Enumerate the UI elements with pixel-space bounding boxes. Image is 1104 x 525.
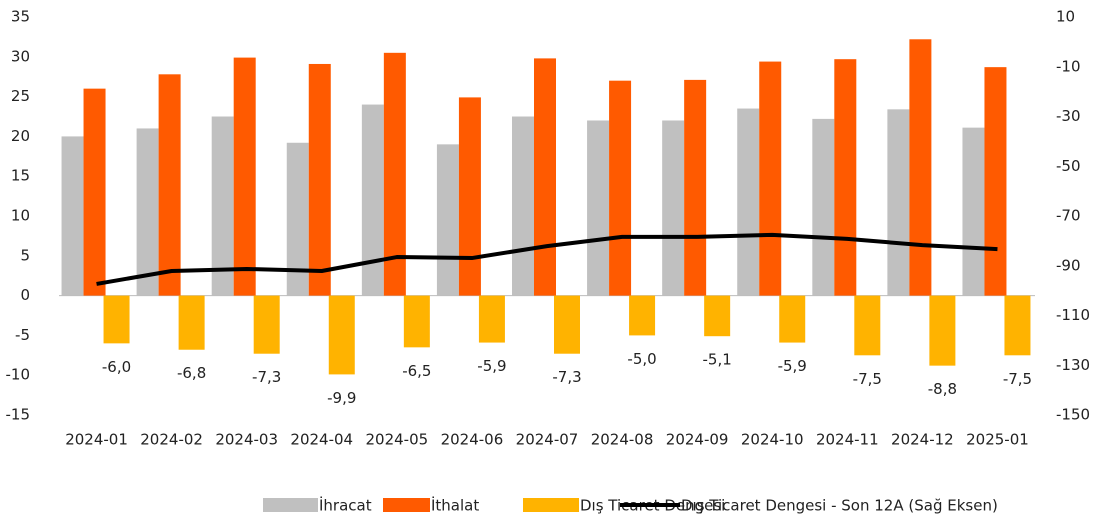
bar [929,295,956,366]
bar [436,144,459,296]
y-tick-label: 20 [11,127,30,145]
data-label: -7,3 [252,368,281,386]
data-label: -8,8 [928,380,957,398]
bar [834,59,857,296]
bar [61,136,84,296]
bar [136,128,159,296]
y2-tick-label: -130 [1056,356,1090,374]
y2-tick-label: -150 [1056,406,1090,424]
data-label: -7,5 [1003,370,1032,388]
y2-tick-label: -50 [1056,157,1081,175]
data-label: -9,9 [327,389,356,407]
bar [512,116,534,296]
bar [253,295,280,354]
y2-tick-label: 10 [1056,8,1075,26]
y-tick-label: -10 [6,366,31,384]
y-tick-label: 30 [11,47,30,65]
bar [534,58,556,296]
bar [83,88,106,296]
data-label: -5,1 [703,351,732,369]
bar [361,104,384,296]
bar [158,74,181,296]
x-tick-label: 2024-10 [741,431,804,449]
y2-tick-label: -90 [1056,256,1081,274]
bar [704,295,731,337]
bar [587,120,610,296]
y-tick-label: -15 [6,406,31,424]
bar [737,108,760,296]
x-tick-label: 2024-07 [516,431,579,449]
y-tick-label: 25 [11,87,30,105]
bar [1004,295,1031,356]
x-tick-label: 2024-12 [891,431,954,449]
bar [328,295,355,375]
data-label: -6,0 [102,358,131,376]
bar [812,118,835,296]
bar [662,120,685,296]
y-tick-label: 10 [11,207,30,225]
data-label: -6,8 [177,364,206,382]
legend-label: Dış Ticaret Dengesi - Son 12A (Sağ Eksen… [681,497,998,515]
line [96,232,998,286]
legend-swatch [383,498,430,512]
data-label: -5,9 [778,357,807,375]
x-tick-label: 2024-04 [290,431,353,449]
x-tick-label: 2024-03 [215,431,278,449]
bar [984,67,1007,296]
bar [779,295,806,343]
y-tick-label: 15 [11,167,30,185]
y-tick-label: 35 [11,8,30,26]
y-tick-label: -5 [15,326,30,344]
x-tick-label: 2024-02 [140,431,203,449]
bar [759,61,782,296]
bar [854,295,881,356]
bar [629,295,656,336]
data-label: -7,5 [853,370,882,388]
legend-label: İhracat [319,496,372,515]
bar [887,109,910,296]
bar [383,52,406,296]
y-tick-label: 5 [20,246,30,264]
x-tick-label: 2024-11 [816,431,879,449]
bar [458,97,481,296]
bar [962,127,985,296]
bar [178,295,205,350]
bar [233,57,256,296]
data-label: -5,0 [627,350,656,368]
data-label: -5,9 [477,357,506,375]
x-tick-label: 2024-05 [366,431,429,449]
data-label: -7,3 [552,368,581,386]
x-tick-label: 2025-01 [966,431,1029,449]
x-tick-label: 2024-08 [591,431,654,449]
x-tick-label: 2024-01 [65,431,128,449]
legend-swatch [523,498,579,512]
y-tick-label: 0 [20,286,30,304]
x-tick-label: 2024-06 [441,431,504,449]
legend-swatch [263,498,318,512]
bar [403,295,430,348]
data-label: -6,5 [402,362,431,380]
bar [684,79,707,296]
bar [211,116,234,296]
bar [909,39,932,296]
y2-tick-label: -110 [1056,306,1090,324]
x-tick-label: 2024-09 [666,431,729,449]
bar [554,295,580,354]
y2-tick-label: -30 [1056,107,1081,125]
bar [308,63,331,296]
bar [478,295,505,343]
bar [103,295,130,344]
bar [286,142,309,296]
legend-label: İthalat [431,496,479,515]
y2-tick-label: -10 [1056,57,1081,75]
y2-tick-label: -70 [1056,207,1081,225]
bar [609,80,632,296]
